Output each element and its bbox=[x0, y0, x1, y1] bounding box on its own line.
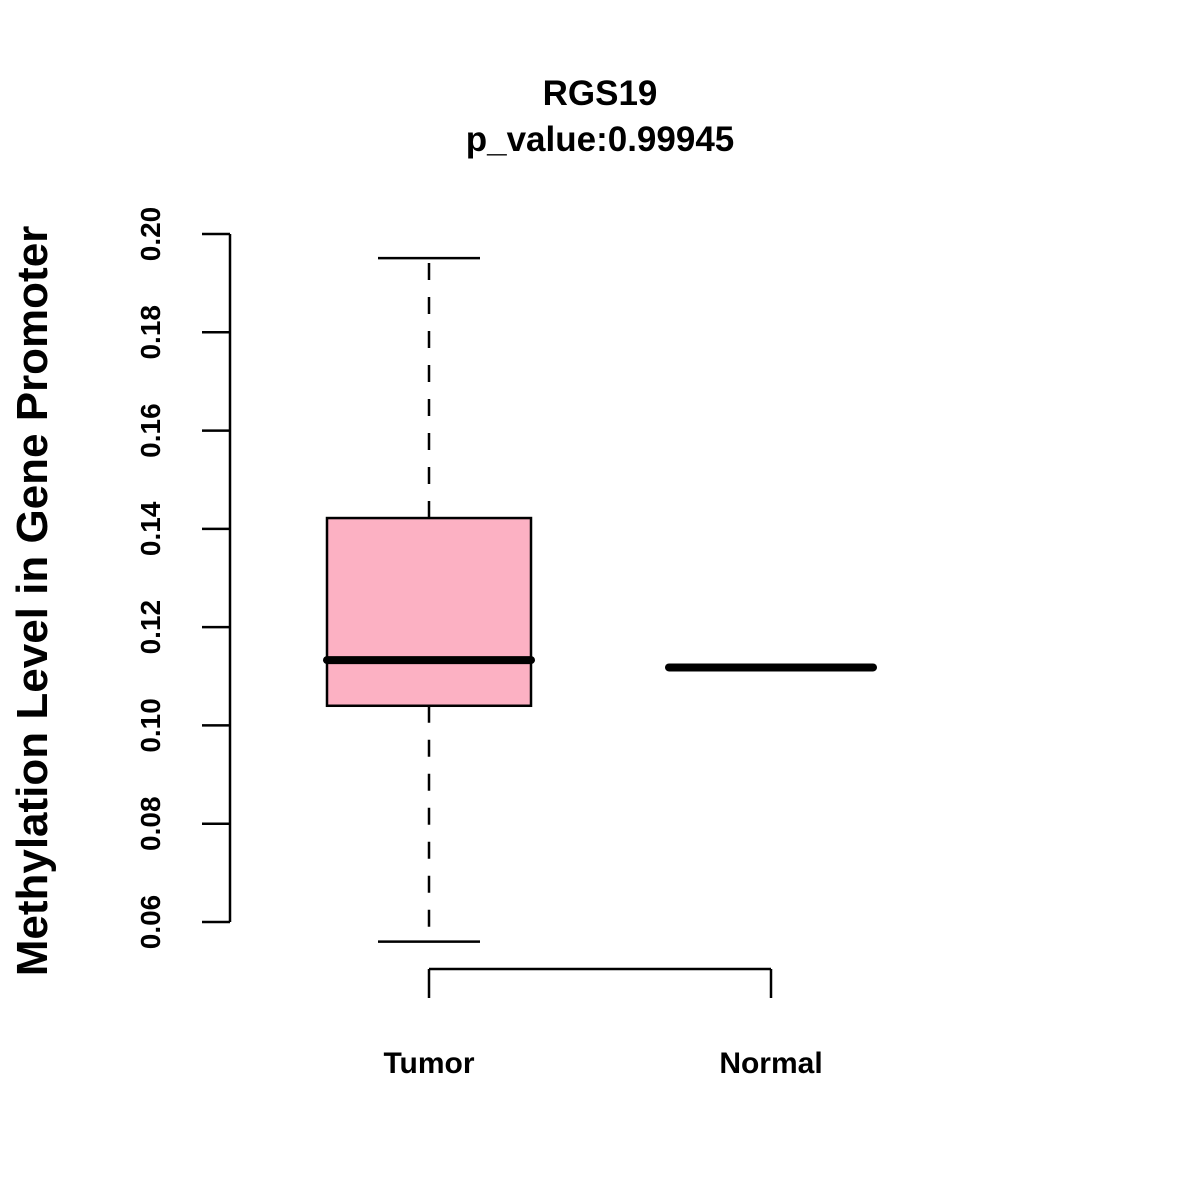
x-axis: Tumor Normal bbox=[383, 967, 823, 1080]
chart-subtitle: p_value:0.99945 bbox=[466, 120, 735, 159]
y-axis: 0.06 0.08 0.10 0.12 0.14 0.16 0.18 0.20 bbox=[135, 207, 232, 950]
y-tick-label: 0.20 bbox=[135, 207, 166, 262]
y-tick-label: 0.12 bbox=[135, 600, 166, 655]
iqr-box bbox=[325, 516, 533, 708]
y-tick-label: 0.14 bbox=[135, 501, 166, 556]
y-tick-label: 0.16 bbox=[135, 403, 166, 458]
y-tick-label: 0.18 bbox=[135, 305, 166, 360]
y-axis-label: Methylation Level in Gene Promoter bbox=[8, 226, 57, 977]
y-tick-label: 0.06 bbox=[135, 895, 166, 950]
y-tick-label: 0.08 bbox=[135, 796, 166, 851]
x-category-label: Tumor bbox=[383, 1047, 474, 1080]
x-category-label: Normal bbox=[719, 1047, 822, 1080]
chart-title: RGS19 bbox=[543, 74, 658, 113]
boxes bbox=[323, 256, 877, 943]
box-tumor bbox=[323, 256, 535, 943]
y-tick-label: 0.10 bbox=[135, 698, 166, 753]
